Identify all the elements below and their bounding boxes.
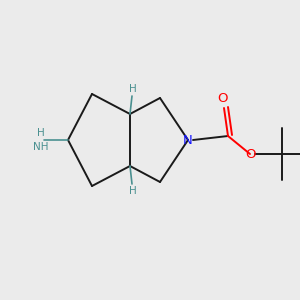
Text: O: O	[218, 92, 228, 106]
Text: O: O	[245, 148, 255, 161]
Text: NH: NH	[33, 142, 49, 152]
Text: H: H	[37, 128, 45, 138]
Text: H: H	[129, 84, 137, 94]
Text: N: N	[183, 134, 193, 146]
Text: H: H	[129, 186, 137, 196]
